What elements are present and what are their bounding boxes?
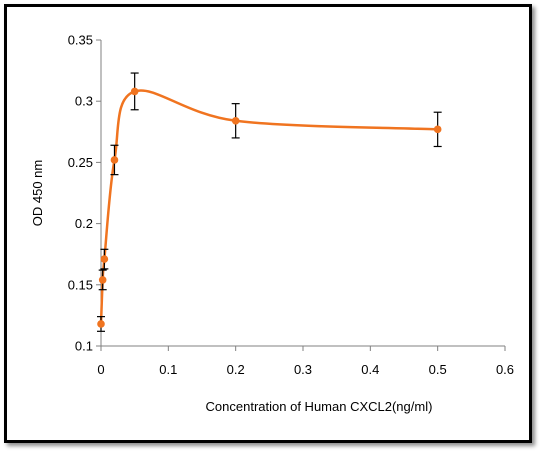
series-curve: [99, 89, 438, 325]
data-point: [231, 116, 240, 125]
chart-frame: [4, 4, 532, 443]
x-tick-label: 0.1: [159, 362, 177, 377]
x-tick-label: 0.5: [429, 362, 447, 377]
y-tick-label: 0.25: [68, 155, 93, 170]
x-axis-title: Concentration of Human CXCL2(ng/ml): [206, 399, 433, 414]
y-tick-label: 0.2: [75, 216, 93, 231]
data-point: [100, 255, 109, 263]
x-tick-label: 0.6: [496, 362, 514, 377]
data-point: [98, 276, 107, 284]
x-tick-label: 0: [97, 362, 104, 377]
y-tick-label: 0.35: [68, 33, 93, 48]
y-tick-label: 0.3: [75, 94, 93, 109]
data-point: [110, 156, 119, 164]
data-point: [130, 87, 139, 96]
y-axis-title: OD 450 nm: [30, 160, 45, 226]
x-tick-label: 0.2: [227, 362, 245, 377]
x-tick-label: 0.3: [294, 362, 312, 377]
y-tick-label: 0.15: [68, 277, 93, 292]
data-point: [97, 320, 105, 328]
data-point: [433, 125, 442, 134]
x-tick-label: 0.4: [361, 362, 379, 377]
y-tick-label: 0.1: [75, 339, 93, 354]
